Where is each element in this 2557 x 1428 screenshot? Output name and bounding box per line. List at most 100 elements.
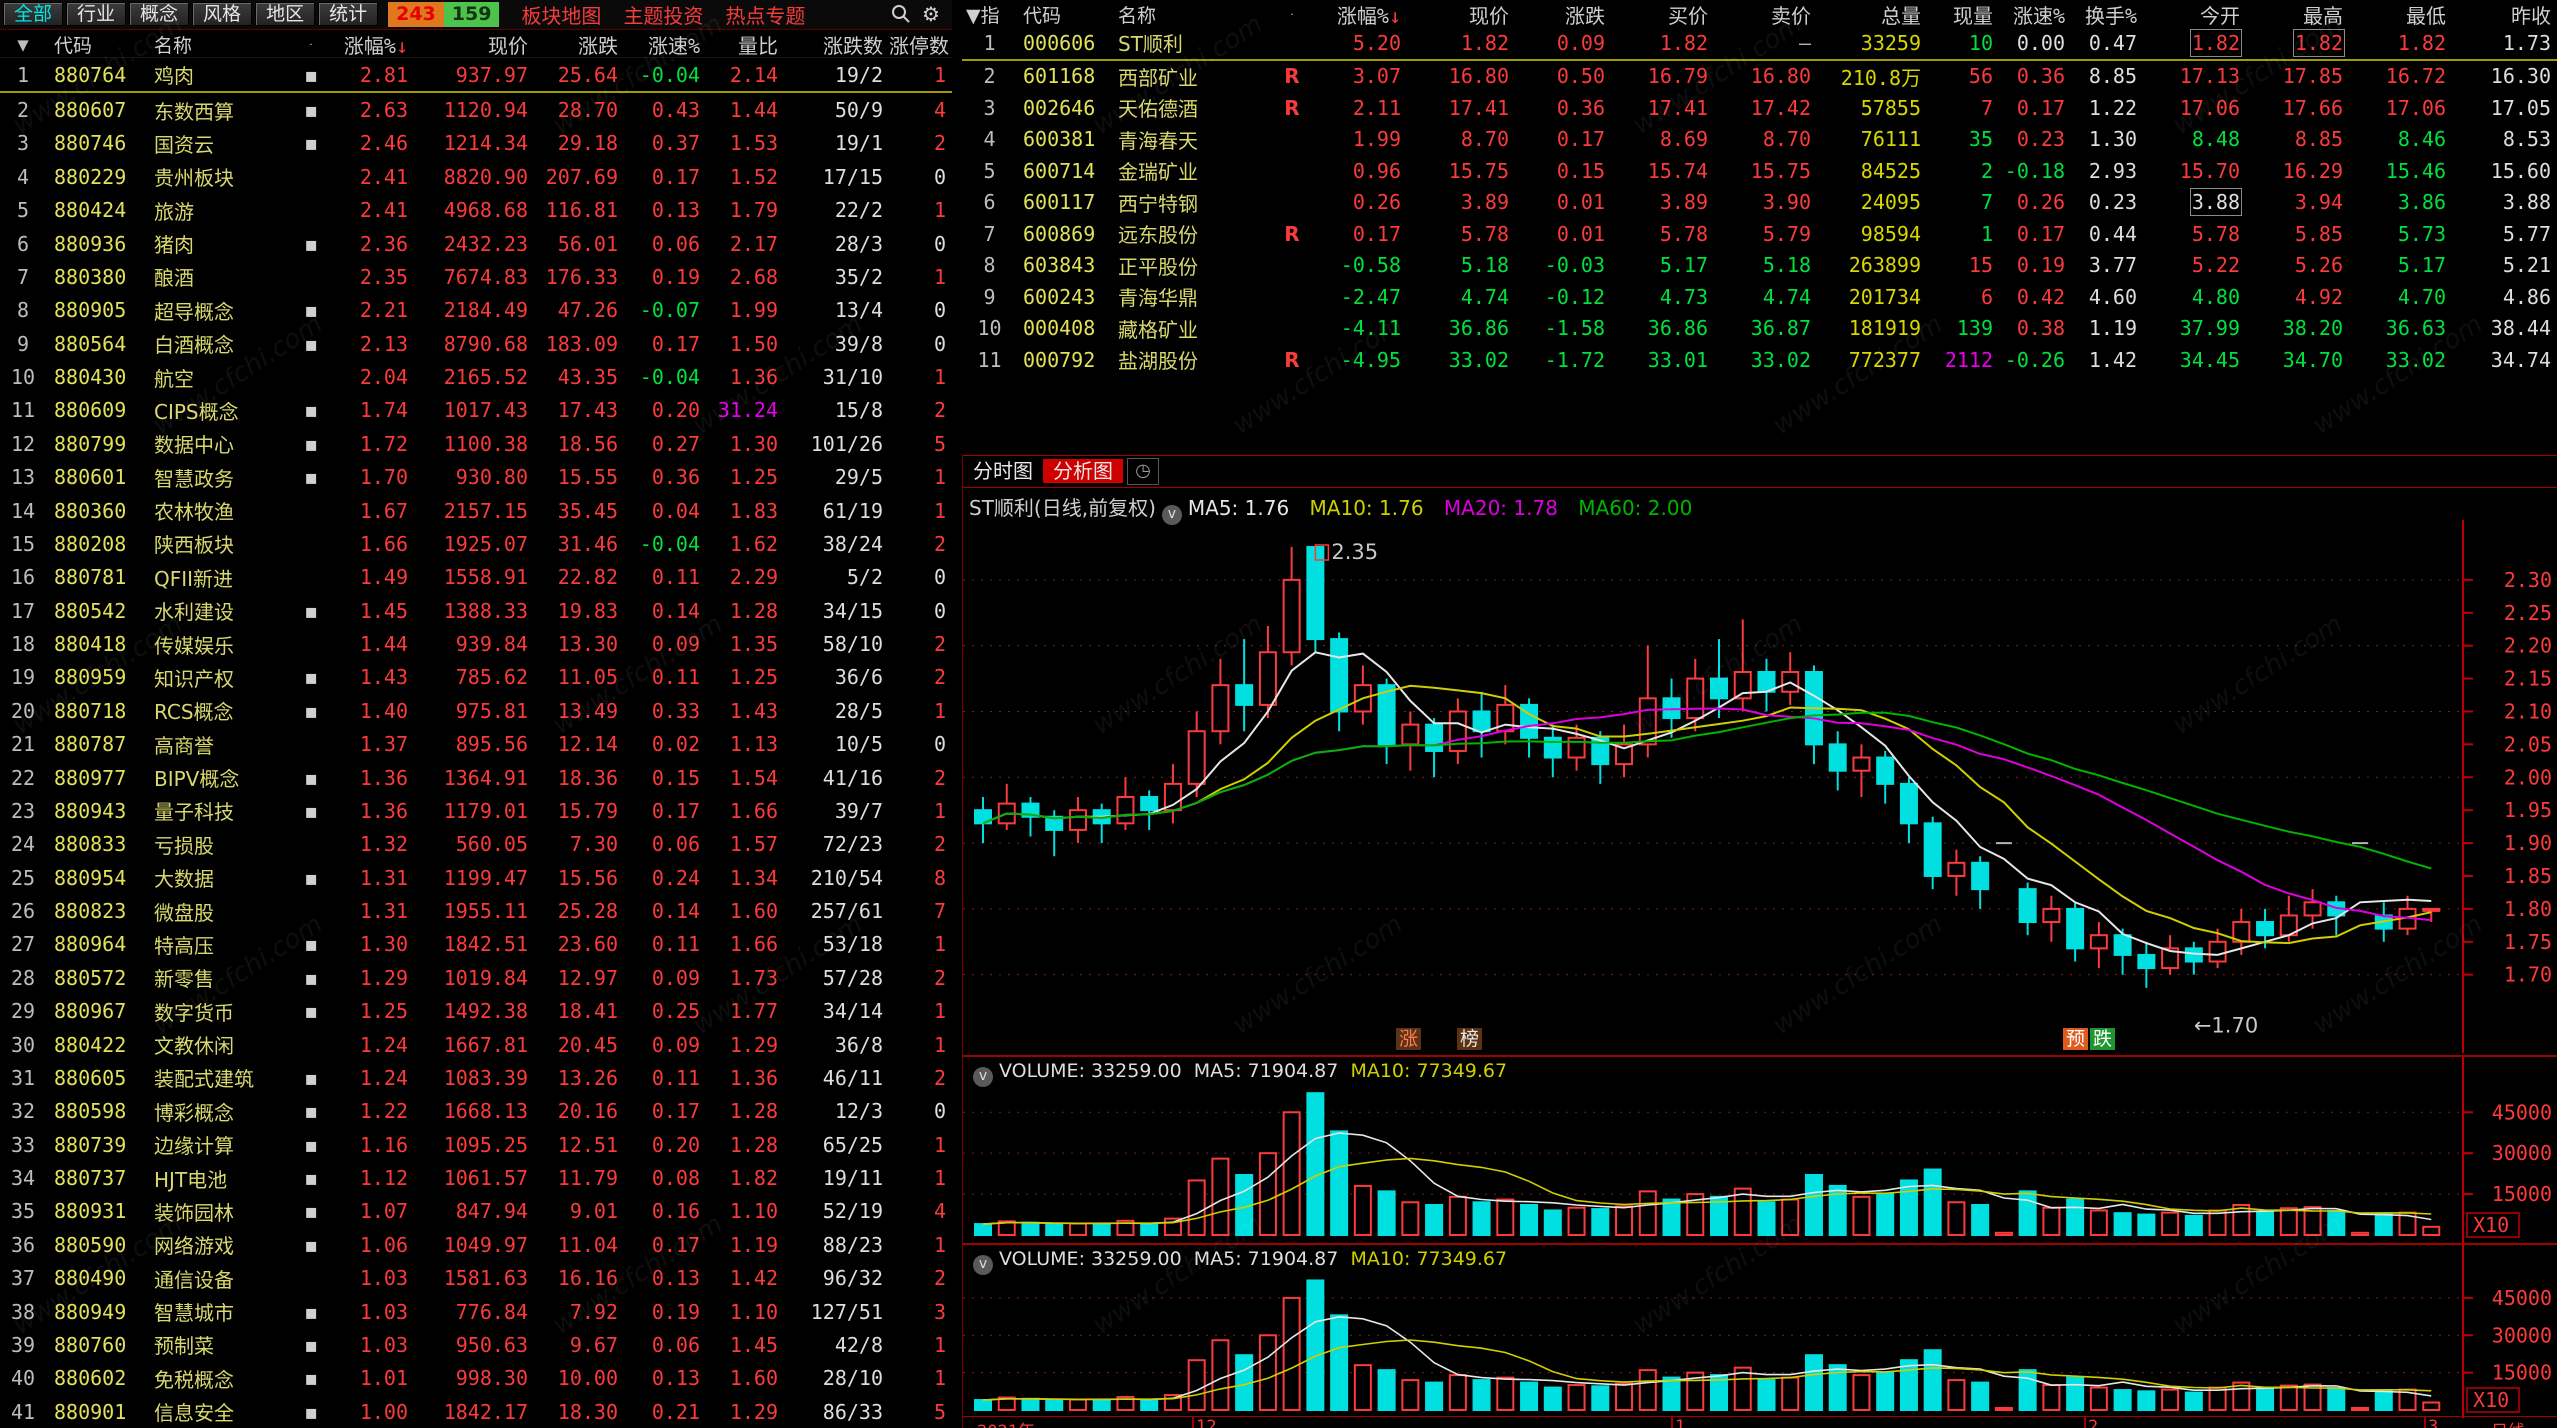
tab-分时图[interactable]: 分时图	[973, 459, 1033, 483]
sector-row[interactable]: 22 880977 BIPV概念 ▪ 1.36 1364.91 18.36 0.15 1.54 4…	[0, 761, 952, 794]
sector-row[interactable]: 33 880739 边缘计算 ▪ 1.16 1095.25 12.51 0.20 1.28 65/…	[0, 1128, 952, 1161]
history-clock-icon[interactable]: ◷	[1127, 458, 1159, 485]
sector-row[interactable]: 10 880430 航空 2.04 2165.52 43.35 -0.04 1.36 31/10…	[0, 360, 952, 393]
sector-row[interactable]: 24 880833 亏损股 1.32 560.05 7.30 0.06 1.57 72/23 2	[0, 828, 952, 861]
sector-row[interactable]: 19 880959 知识产权 ▪ 1.43 785.62 11.05 0.11 1.25 36/6…	[0, 661, 952, 694]
col-header-8[interactable]: 量比	[738, 34, 778, 58]
sector-row[interactable]: 11 880609 CIPS概念 ▪ 1.74 1017.43 17.43 0.20 31.24…	[0, 394, 952, 427]
col-header-5[interactable]: 现价	[488, 34, 528, 58]
menu-item-概念[interactable]: 概念	[129, 2, 190, 26]
sector-row[interactable]: 1 880764 鸡肉 ▪ 2.81 937.97 25.64 -0.04 2.14 19/2 1	[0, 58, 952, 94]
yudie-badge[interactable]: 跌	[2090, 1028, 2116, 1050]
bang-badge[interactable]: 榜	[1457, 1028, 1483, 1050]
volume-panel-1[interactable]: v VOLUME: 33259.00 MA5: 71904.87 MA10: 77…	[963, 1055, 2557, 1243]
sector-row[interactable]: 15 880208 陕西板块 1.66 1925.07 31.46 -0.04 1.62 38/…	[0, 527, 952, 560]
stock-row[interactable]: 4 600381 青海春天 1.99 8.70 0.17 8.69 8.70 76111 35 0.…	[962, 124, 2557, 156]
col-header-10[interactable]: 涨停数	[889, 34, 949, 58]
stock-row[interactable]: 7 600869 远东股份 R 0.17 5.78 0.01 5.78 5.79 98594 1 0.…	[962, 218, 2557, 250]
chevron-down-icon[interactable]: v	[1161, 505, 1182, 525]
sector-row[interactable]: 8 880905 超导概念 ▪ 2.21 2184.49 47.26 -0.07 1.99 13/…	[0, 294, 952, 327]
menu-link-热点专题[interactable]: 热点专题	[725, 4, 806, 28]
r-col-header-2[interactable]: 名称	[1118, 5, 1157, 27]
zhang-badge[interactable]: 涨	[1396, 1028, 1422, 1050]
col-header-1[interactable]: 代码	[54, 35, 93, 57]
menu-item-地区[interactable]: 地区	[255, 2, 316, 26]
stock-row[interactable]: 5 600714 金瑞矿业 0.96 15.75 0.15 15.74 15.75 84525 2…	[962, 155, 2557, 187]
col-header-7[interactable]: 涨速%	[647, 34, 700, 58]
col-header-9[interactable]: 涨跌数	[823, 34, 883, 58]
sector-row[interactable]: 28 880572 新零售 ▪ 1.29 1019.84 12.97 0.09 1.73 57/2…	[0, 961, 952, 994]
sector-row[interactable]: 12 880799 数据中心 ▪ 1.72 1100.38 18.56 0.27 1.30 101…	[0, 427, 952, 460]
sector-row[interactable]: 4 880229 贵州板块 2.41 8820.90 207.69 0.17 1.52 17/1…	[0, 160, 952, 193]
sector-row[interactable]: 21 880787 高商誉 1.37 895.56 12.14 0.02 1.13 10/5 0	[0, 728, 952, 761]
r-col-header-8[interactable]: 卖价	[1771, 4, 1811, 28]
volume-panel-2[interactable]: v VOLUME: 33259.00 MA5: 71904.87 MA10: 77…	[963, 1243, 2557, 1418]
sector-row[interactable]: 23 880943 量子科技 ▪ 1.36 1179.01 15.79 0.17 1.66 39/…	[0, 794, 952, 827]
col-header-3[interactable]: ·	[309, 38, 313, 51]
search-icon[interactable]	[890, 3, 912, 25]
sector-row[interactable]: 16 880781 QFII新进 1.49 1558.91 22.82 0.11 2.29 5/…	[0, 561, 952, 594]
r-col-header-0[interactable]: ▼指	[966, 5, 1000, 27]
sector-row[interactable]: 30 880422 文教休闲 1.24 1667.81 20.45 0.09 1.29 36/8…	[0, 1028, 952, 1061]
sector-row[interactable]: 32 880598 博彩概念 ▪ 1.22 1668.13 20.16 0.17 1.28 12/…	[0, 1095, 952, 1128]
r-col-header-12[interactable]: 换手%	[2084, 4, 2137, 28]
stock-row[interactable]: 10 000408 藏格矿业 -4.11 36.86 -1.58 36.86 36.87 181…	[962, 313, 2557, 345]
sector-row[interactable]: 31 880605 装配式建筑 ▪ 1.24 1083.39 13.26 0.11 1.36 46…	[0, 1061, 952, 1094]
sector-row[interactable]: 35 880931 装饰园林 ▪ 1.07 847.94 9.01 0.16 1.10 52/19…	[0, 1195, 952, 1228]
r-col-header-11[interactable]: 涨速%	[2012, 4, 2065, 28]
col-header-2[interactable]: 名称	[154, 35, 193, 57]
sector-row[interactable]: 7 880380 酿酒 2.35 7674.83 176.33 0.19 2.68 35/2 1	[0, 260, 952, 293]
gear-icon[interactable]: ⚙	[922, 2, 940, 26]
sector-row[interactable]: 38 880949 智慧城市 ▪ 1.03 776.84 7.92 0.19 1.10 127/5…	[0, 1295, 952, 1328]
col-header-4[interactable]: 涨幅%↓	[343, 34, 408, 58]
sector-row[interactable]: 34 880737 HJT电池 ▪ 1.12 1061.57 11.79 0.08 1.82 19…	[0, 1161, 952, 1194]
stock-row[interactable]: 8 603843 正平股份 -0.58 5.18 -0.03 5.17 5.18 263899 1…	[962, 250, 2557, 282]
tab-分析图[interactable]: 分析图	[1043, 459, 1123, 483]
menu-item-风格[interactable]: 风格	[192, 2, 253, 26]
sector-row[interactable]: 9 880564 白酒概念 ▪ 2.13 8790.68 183.09 0.17 1.50 39/…	[0, 327, 952, 360]
stock-row[interactable]: 11 000792 盐湖股份 R -4.95 33.02 -1.72 33.01 33.02 77…	[962, 344, 2557, 376]
chevron-down-icon[interactable]: v	[973, 1255, 993, 1275]
chevron-down-icon[interactable]: v	[973, 1067, 993, 1087]
r-col-header-4[interactable]: 涨幅%↓	[1336, 4, 1401, 28]
sector-row[interactable]: 37 880490 通信设备 1.03 1581.63 16.16 0.13 1.42 96/3…	[0, 1262, 952, 1295]
decliners-count-badge[interactable]: 159	[443, 2, 500, 27]
sector-row[interactable]: 40 880602 免税概念 ▪ 1.01 998.30 10.00 0.13 1.60 28/1…	[0, 1362, 952, 1395]
sector-row[interactable]: 14 880360 农林牧渔 1.67 2157.15 35.45 0.04 1.83 61/1…	[0, 494, 952, 527]
sector-row[interactable]: 3 880746 国资云 ▪ 2.46 1214.34 29.18 0.37 1.53 19/1 2	[0, 127, 952, 160]
r-col-header-13[interactable]: 今开	[2200, 4, 2240, 28]
sector-row[interactable]: 29 880967 数字货币 ▪ 1.25 1492.38 18.41 0.25 1.77 34/…	[0, 995, 952, 1028]
menu-item-统计[interactable]: 统计	[318, 2, 379, 26]
sector-row[interactable]: 17 880542 水利建设 ▪ 1.45 1388.33 19.83 0.14 1.28 34/…	[0, 594, 952, 627]
sector-table-header[interactable]: ▼ 代码 名称 · 涨幅%↓ 现价 涨跌 涨速% 量比 涨跌数 涨停数	[0, 30, 952, 58]
r-col-header-16[interactable]: 昨收	[2511, 4, 2551, 28]
sector-row[interactable]: 20 880718 RCS概念 ▪ 1.40 975.81 13.49 0.33 1.43 28/…	[0, 694, 952, 727]
col-header-6[interactable]: 涨跌	[578, 34, 618, 58]
stock-row[interactable]: 2 601168 西部矿业 R 3.07 16.80 0.50 16.79 16.80 210.8…	[962, 61, 2557, 93]
advancers-count-badge[interactable]: 243	[388, 2, 444, 27]
sector-row[interactable]: 5 880424 旅游 2.41 4968.68 116.81 0.13 1.79 22/2 1	[0, 194, 952, 227]
sector-row[interactable]: 41 880901 信息安全 ▪ 1.00 1842.17 18.30 0.21 1.29 86/…	[0, 1395, 952, 1428]
r-col-header-3[interactable]: ·	[1290, 8, 1294, 21]
candlestick-chart[interactable]: 涨 榜 预 跌 2.30 2.25 2.20 2.15 2.10 2.05 2.00 1.95…	[963, 520, 2557, 1053]
sector-row[interactable]: 39 880760 预制菜 ▪ 1.03 950.63 9.67 0.06 1.45 42/8 1	[0, 1328, 952, 1361]
period-label[interactable]: 日线	[2491, 1417, 2525, 1428]
stock-row[interactable]: 1 000606 ST顺利 5.20 1.82 0.09 1.82 – 33259 10 0.00 0…	[962, 27, 2557, 61]
r-col-header-6[interactable]: 涨跌	[1565, 4, 1605, 28]
r-col-header-15[interactable]: 最低	[2406, 4, 2446, 28]
stock-row[interactable]: 3 002646 天佑德酒 R 2.11 17.41 0.36 17.41 17.42 57855…	[962, 92, 2557, 124]
r-col-header-7[interactable]: 买价	[1668, 4, 1708, 28]
menu-item-行业[interactable]: 行业	[66, 2, 127, 26]
sector-row[interactable]: 13 880601 智慧政务 ▪ 1.70 930.80 15.55 0.36 1.25 29/5…	[0, 461, 952, 494]
stock-table-header[interactable]: ▼指 代码 名称 · 涨幅%↓ 现价 涨跌 买价 卖价 总量 现量 涨速% 换手% 今开 最高 最低 昨收	[962, 0, 2557, 28]
r-col-header-1[interactable]: 代码	[1023, 5, 1062, 27]
col-header-0[interactable]: ▼	[17, 33, 29, 56]
menu-link-主题投资[interactable]: 主题投资	[623, 4, 704, 28]
r-col-header-10[interactable]: 现量	[1953, 4, 1993, 28]
sector-row[interactable]: 25 880954 大数据 ▪ 1.31 1199.47 15.56 0.24 1.34 210/…	[0, 861, 952, 894]
r-col-header-5[interactable]: 现价	[1469, 4, 1509, 28]
menu-item-全部[interactable]: 全部	[3, 2, 64, 26]
stock-row[interactable]: 6 600117 西宁特钢 0.26 3.89 0.01 3.89 3.90 24095 7 0.2…	[962, 187, 2557, 219]
sector-row[interactable]: 27 880964 特高压 ▪ 1.30 1842.51 23.60 0.11 1.66 53/1…	[0, 928, 952, 961]
sector-row[interactable]: 18 880418 传媒娱乐 1.44 939.84 13.30 0.09 1.35 58/10…	[0, 627, 952, 660]
